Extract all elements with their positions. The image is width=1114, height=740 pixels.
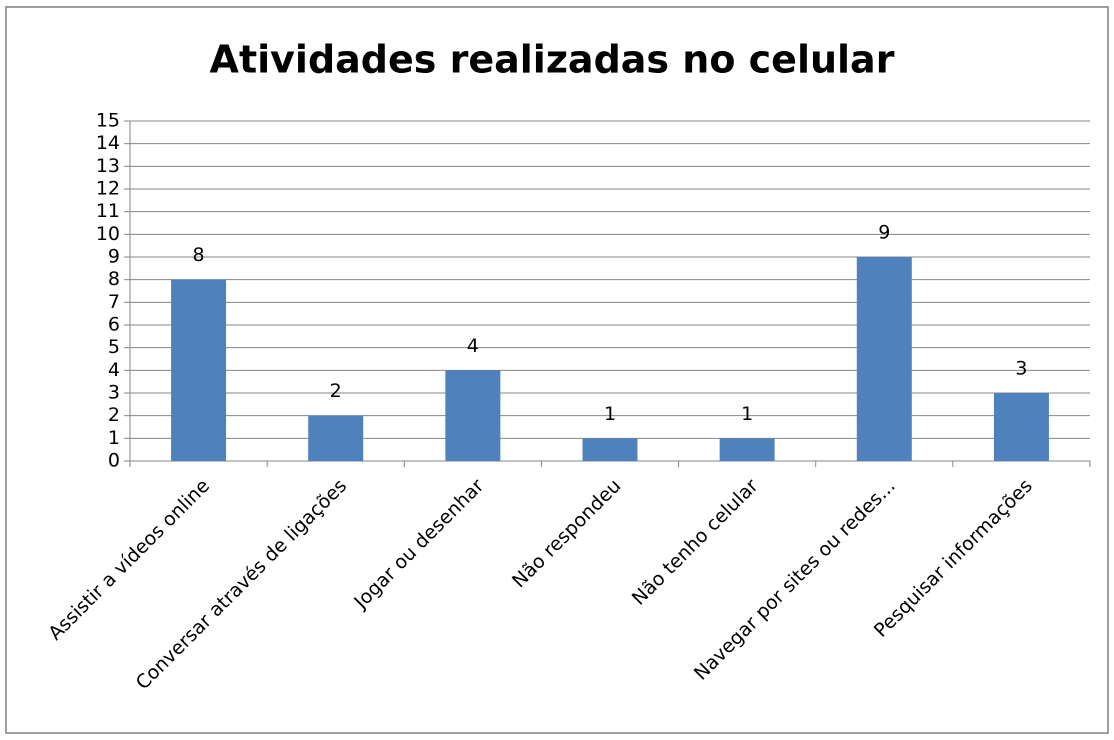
y-tick-label: 5: [108, 336, 120, 358]
y-tick-label: 9: [108, 246, 120, 268]
y-tick-label: 2: [108, 404, 120, 426]
y-tick-label: 8: [108, 268, 120, 290]
bar: [719, 438, 775, 461]
y-tick-label: 15: [96, 110, 120, 132]
bar: [171, 279, 227, 461]
y-tick-label: 3: [108, 382, 120, 404]
y-tick-label: 14: [96, 132, 120, 154]
data-label: 9: [878, 222, 890, 244]
data-label: 4: [467, 335, 479, 357]
bar: [308, 415, 364, 461]
y-tick-label: 7: [108, 291, 120, 313]
y-tick-label: 4: [108, 359, 120, 381]
y-tick-label: 10: [96, 223, 120, 245]
data-label: 2: [330, 380, 342, 402]
bar: [856, 257, 912, 461]
data-label: 1: [604, 403, 616, 425]
y-tick-label: 11: [96, 200, 120, 222]
y-tick-label: 1: [108, 427, 120, 449]
data-label: 1: [741, 403, 753, 425]
data-label: 8: [193, 244, 205, 266]
bar: [445, 370, 501, 461]
y-tick-label: 0: [108, 450, 120, 472]
data-label: 3: [1015, 358, 1027, 380]
y-tick-label: 13: [96, 155, 120, 177]
bar: [993, 393, 1049, 461]
y-tick-label: 6: [108, 314, 120, 336]
y-tick-label: 12: [96, 178, 120, 200]
bar: [582, 438, 638, 461]
chart-title: Atividades realizadas no celular: [210, 38, 895, 82]
